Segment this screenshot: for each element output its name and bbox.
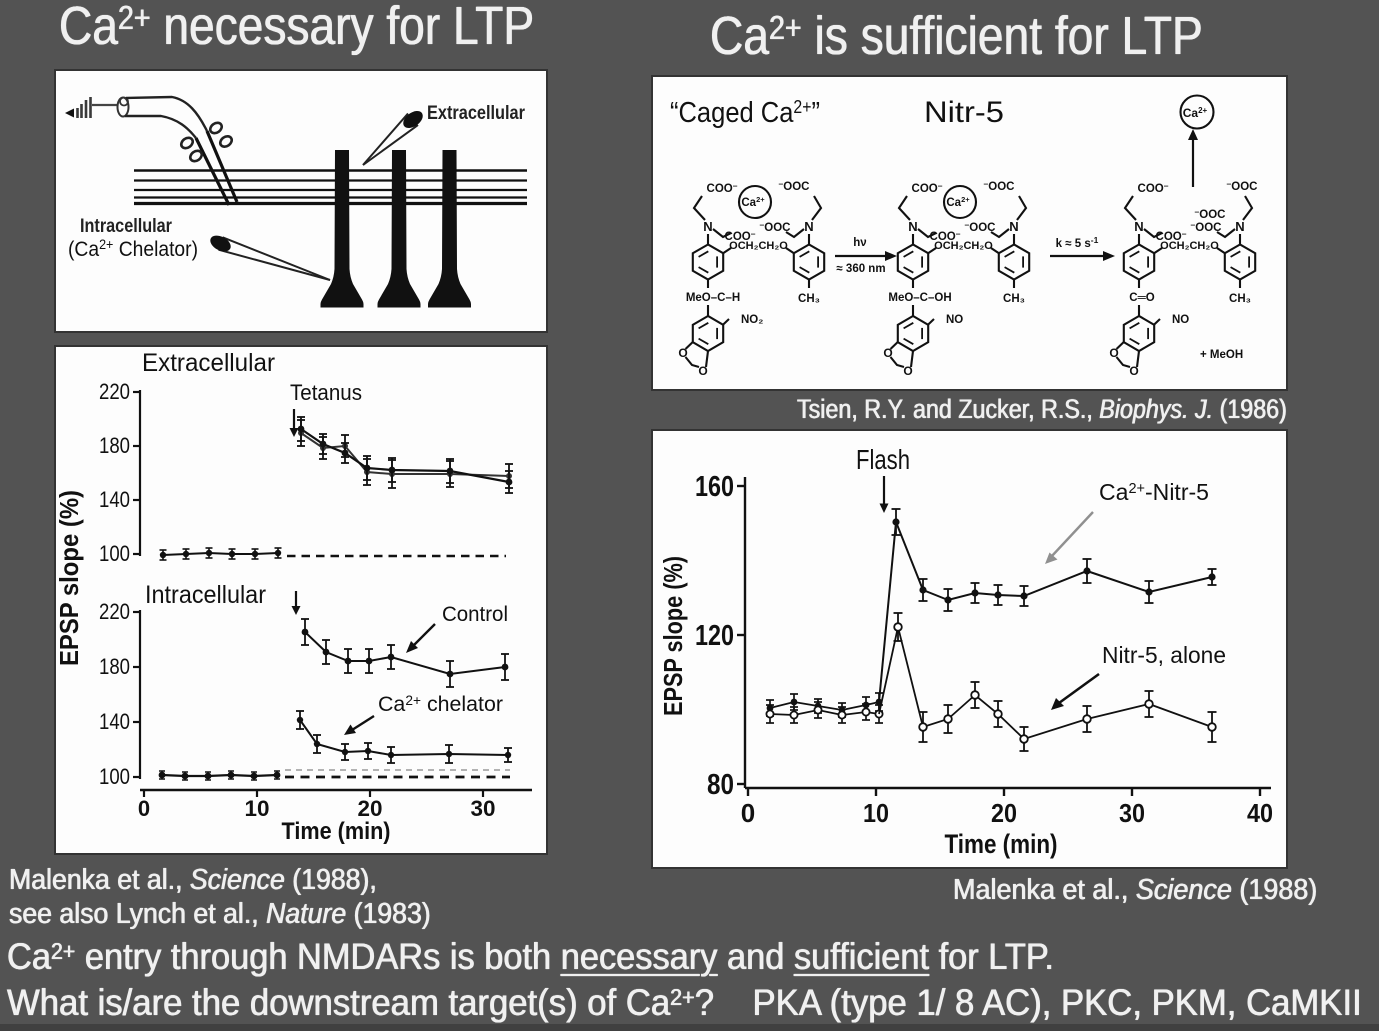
svg-text:CH₃: CH₃ — [798, 293, 820, 305]
svg-text:Tetanus: Tetanus — [290, 380, 362, 405]
svg-text:(Ca2+ Chelator): (Ca2+ Chelator) — [68, 236, 198, 261]
svg-text:Control: Control — [442, 603, 508, 626]
svg-text:Ca2+: Ca2+ — [741, 195, 765, 209]
svg-text:N: N — [804, 219, 813, 234]
svg-text:80: 80 — [707, 769, 734, 801]
svg-text:COO–: COO– — [912, 181, 943, 196]
svg-text:140: 140 — [99, 709, 130, 734]
svg-text:Ca2+: Ca2+ — [946, 195, 970, 209]
svg-text:EPSP slope (%): EPSP slope (%) — [56, 490, 84, 666]
svg-text:“Caged Ca2+”: “Caged Ca2+” — [670, 97, 820, 129]
svg-text:+ MeOH: + MeOH — [1200, 349, 1243, 361]
svg-text:k ≈ 5 s-1: k ≈ 5 s-1 — [1056, 235, 1099, 250]
svg-text:20: 20 — [991, 798, 1017, 828]
svg-text:COO–: COO– — [707, 181, 738, 196]
svg-text:OCH₂CH₂O: OCH₂CH₂O — [1160, 240, 1219, 252]
svg-text:C═O: C═O — [1129, 292, 1154, 304]
svg-text:Flash: Flash — [856, 444, 910, 475]
svg-text:220: 220 — [99, 379, 130, 404]
svg-text:220: 220 — [99, 599, 130, 624]
svg-text:–OOC: –OOC — [1195, 207, 1226, 222]
svg-text:COO–: COO– — [930, 229, 961, 244]
svg-text:O: O — [883, 346, 892, 360]
svg-text:Extracellular: Extracellular — [142, 349, 275, 377]
svg-text:COO–: COO– — [1156, 229, 1187, 244]
svg-text:COO–: COO– — [1138, 181, 1169, 196]
svg-text:20: 20 — [358, 796, 383, 821]
svg-text:OCH₂CH₂O: OCH₂CH₂O — [729, 240, 788, 252]
svg-text:0: 0 — [138, 796, 150, 821]
svg-text:10: 10 — [245, 796, 270, 821]
svg-text:NO: NO — [1172, 314, 1189, 326]
svg-text:N: N — [1134, 219, 1143, 234]
svg-text:160: 160 — [695, 471, 734, 503]
svg-text:NO₂: NO₂ — [741, 314, 763, 326]
svg-text:Ca2+ chelator: Ca2+ chelator — [378, 693, 503, 716]
svg-text:120: 120 — [695, 620, 734, 652]
svg-text:100: 100 — [99, 541, 130, 566]
svg-text:O: O — [1129, 364, 1138, 378]
svg-text:OCH₂CH₂O: OCH₂CH₂O — [934, 240, 993, 252]
svg-text:–OOC: –OOC — [965, 220, 996, 235]
svg-text:O: O — [698, 364, 707, 378]
svg-text:COO–: COO– — [725, 229, 756, 244]
svg-text:N: N — [703, 219, 712, 234]
svg-text:100: 100 — [99, 764, 130, 789]
svg-text:CH₃: CH₃ — [1229, 293, 1251, 305]
svg-text:CH₃: CH₃ — [1003, 293, 1025, 305]
svg-text:MeO–C–H: MeO–C–H — [686, 292, 740, 304]
svg-text:Intracellular: Intracellular — [80, 216, 173, 237]
svg-text:O: O — [678, 346, 687, 360]
svg-text:N: N — [1235, 219, 1244, 234]
svg-text:Time (min): Time (min) — [945, 829, 1058, 859]
svg-text:O: O — [903, 364, 912, 378]
svg-text:10: 10 — [863, 798, 889, 828]
svg-text:Extracellular: Extracellular — [427, 103, 526, 124]
svg-text:40: 40 — [1247, 798, 1273, 828]
svg-text:N: N — [908, 219, 917, 234]
svg-text:–OOC: –OOC — [760, 220, 791, 235]
svg-text:0: 0 — [741, 798, 755, 828]
svg-text:≈ 360 nm: ≈ 360 nm — [836, 263, 885, 275]
svg-text:Intracellular: Intracellular — [145, 581, 266, 609]
svg-text:180: 180 — [99, 654, 130, 679]
svg-text:Ca2+: Ca2+ — [1183, 106, 1208, 120]
svg-text:–OOC: –OOC — [1191, 220, 1222, 235]
svg-text:MeO–C–OH: MeO–C–OH — [888, 292, 951, 304]
svg-text:EPSP slope (%): EPSP slope (%) — [658, 556, 688, 716]
svg-text:30: 30 — [1119, 798, 1145, 828]
svg-text:Nitr-5: Nitr-5 — [924, 96, 1004, 129]
svg-text:140: 140 — [99, 487, 130, 512]
svg-text:N: N — [1009, 219, 1018, 234]
svg-text:180: 180 — [99, 433, 130, 458]
svg-text:Nitr-5, alone: Nitr-5, alone — [1102, 642, 1226, 668]
svg-text:NO: NO — [946, 314, 963, 326]
svg-text:Time (min): Time (min) — [282, 818, 391, 845]
svg-text:–OOC: –OOC — [984, 179, 1015, 194]
svg-text:O: O — [1109, 346, 1118, 360]
svg-text:–OOC: –OOC — [1227, 179, 1258, 194]
svg-text:hν: hν — [853, 237, 866, 249]
svg-text:Ca2+-Nitr-5: Ca2+-Nitr-5 — [1099, 479, 1209, 505]
svg-text:30: 30 — [471, 796, 496, 821]
svg-text:–OOC: –OOC — [779, 179, 810, 194]
